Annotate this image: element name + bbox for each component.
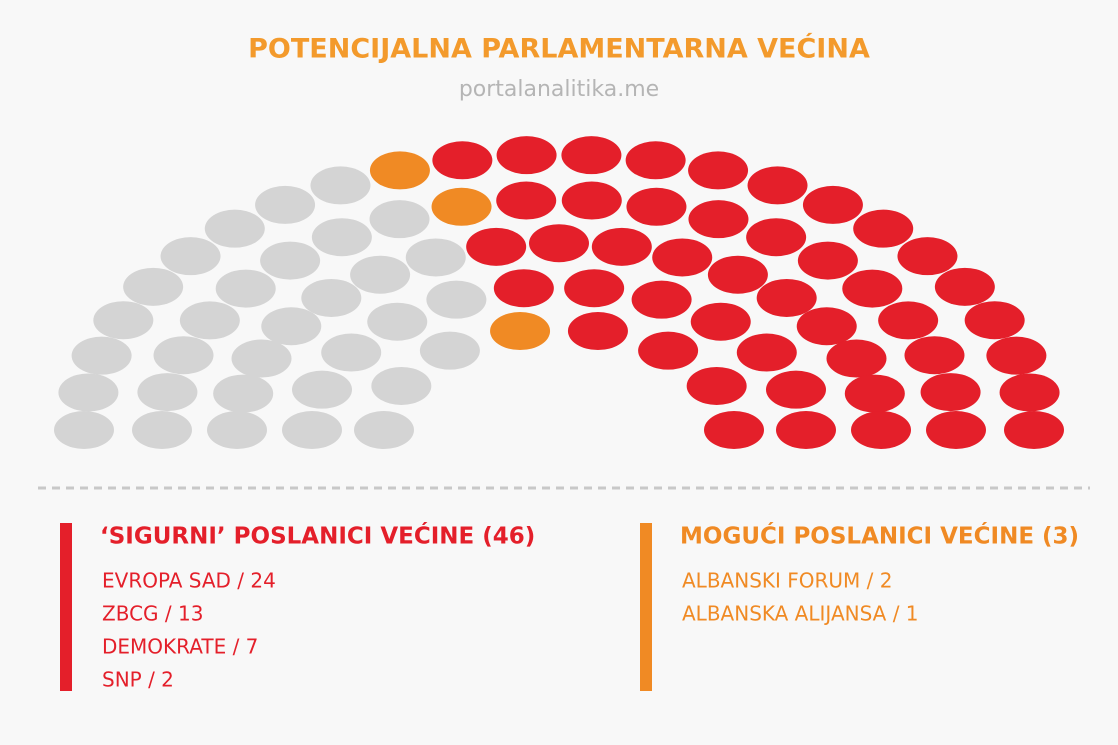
seat [652,238,713,277]
seat [207,411,267,449]
seat [625,141,686,180]
seat [851,411,911,449]
seat [964,301,1025,340]
legend-item: EVROPA SAD / 24 [102,569,276,593]
legend-item: ALBANSKA ALIJANSA / 1 [682,602,919,626]
seat [71,336,132,375]
seat [796,307,857,346]
seat [260,241,321,280]
seat [704,411,764,449]
seat [132,411,192,449]
legend-heading: ‘SIGURNI’ POSLANICI VEĆINE (46) [100,522,535,550]
seat [776,411,836,449]
seat [282,411,342,449]
legend-item: DEMOKRATE / 7 [102,635,258,659]
legend-item: ZBCG / 13 [102,602,203,626]
seat [688,200,749,239]
seat [369,151,430,190]
seat [853,209,914,248]
seat [999,373,1060,412]
seat [826,339,887,378]
seat [58,373,119,412]
seat [311,218,372,257]
seat [367,302,428,341]
seat [490,312,551,351]
seat [493,269,554,308]
seat [690,302,751,341]
seat [371,366,432,405]
seat [261,307,322,346]
seat [802,185,863,224]
seat [904,336,965,375]
seat [179,301,240,340]
seat [686,366,747,405]
seat [986,336,1047,375]
seat [354,411,414,449]
seat [878,301,939,340]
seat [431,187,492,226]
seat [301,278,362,317]
legend-swatch [60,523,72,691]
seat [292,370,353,409]
seat [756,278,817,317]
seat [747,166,808,205]
seat [123,267,184,306]
seat [797,241,858,280]
seat [1004,411,1064,449]
seat [707,255,768,294]
seat [591,227,652,266]
seat [426,280,487,319]
seat [496,181,557,220]
seat [310,166,371,205]
seat [496,136,557,175]
seat [405,238,466,277]
seat [926,411,986,449]
seat [321,333,382,372]
seat [466,227,527,266]
seat [432,141,493,180]
seat [419,331,480,370]
seat [153,336,214,375]
seat [54,411,114,449]
seat [842,269,903,308]
seat [934,267,995,306]
seat [844,374,905,413]
seat [137,373,198,412]
seat [567,312,628,351]
legend-item: ALBANSKI FORUM / 2 [682,569,892,593]
legend-swatch [640,523,652,691]
seat [897,237,958,276]
seat [215,269,276,308]
seat [688,151,749,190]
seat [204,209,265,248]
seat [369,200,430,239]
seat [561,181,622,220]
seat [736,333,797,372]
seat [564,269,625,308]
seat [920,373,981,412]
seat [213,374,274,413]
seat [638,331,699,370]
seat [561,136,622,175]
seat [529,224,589,263]
seat [626,187,687,226]
legend-heading: MOGUĆI POSLANICI VEĆINE (3) [680,522,1079,550]
seat [746,218,807,257]
seat [350,255,411,294]
legend-item: SNP / 2 [102,668,174,692]
seat [231,339,292,378]
seat [160,237,221,276]
chart-title: POTENCIJALNA PARLAMENTARNA VEĆINA [248,33,870,65]
seat [255,185,316,224]
seat [765,370,826,409]
chart-subtitle: portalanalitika.me [459,77,659,102]
seat [93,301,154,340]
seat [631,280,692,319]
